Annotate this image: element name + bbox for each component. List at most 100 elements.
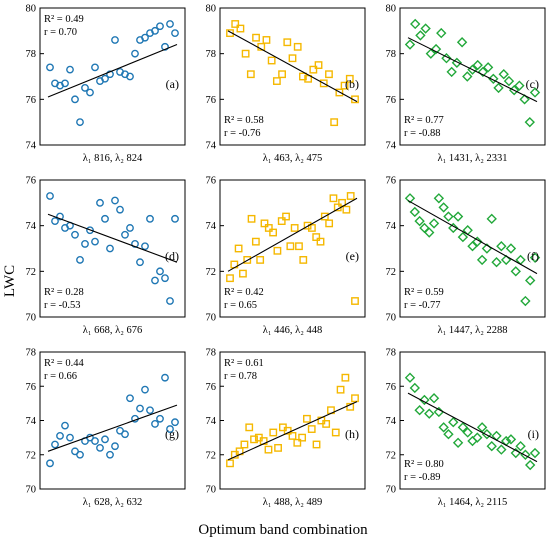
scatter-panel: 70 72 74 76 R² = 0.42 r = 0.65 (e) λ₁ 446, λ₂ 4… — [206, 176, 366, 336]
data-point — [438, 202, 449, 213]
panel-label: (d) — [165, 249, 179, 263]
r-squared-label: R² = 0.59 — [404, 287, 444, 298]
data-point — [303, 414, 311, 423]
data-point — [338, 198, 346, 207]
data-point — [231, 20, 240, 28]
y-tick-label: 74 — [206, 416, 217, 427]
data-point — [262, 36, 271, 44]
data-point — [161, 274, 169, 283]
y-tick-label: 76 — [26, 95, 37, 106]
panel-label: (h) — [345, 427, 359, 441]
trend-line — [407, 392, 538, 463]
data-point — [267, 56, 276, 65]
data-point — [81, 240, 89, 248]
data-point — [111, 196, 119, 205]
data-point — [414, 215, 425, 227]
data-point — [520, 295, 531, 307]
data-point — [448, 222, 459, 234]
data-point — [272, 77, 281, 85]
y-tick-label: 74 — [26, 221, 37, 232]
data-point — [250, 435, 258, 444]
data-point — [241, 49, 250, 58]
data-point — [428, 393, 440, 404]
data-point — [111, 36, 119, 44]
data-point — [56, 212, 64, 221]
panel-label: (e) — [346, 249, 359, 263]
band-combination-caption: λ₁ 488, λ₂ 489 — [263, 497, 323, 508]
data-point — [456, 37, 468, 48]
panel-label: (a) — [166, 77, 179, 91]
y-tick-label: 78 — [206, 49, 217, 60]
data-point — [441, 53, 452, 64]
data-point — [146, 214, 154, 223]
trend-line — [227, 401, 358, 461]
data-point — [446, 66, 457, 78]
r-label: r = 0.78 — [224, 371, 257, 382]
data-point — [106, 450, 114, 459]
data-point — [96, 443, 104, 452]
data-point — [510, 266, 521, 277]
y-tick-label: 74 — [206, 221, 217, 232]
data-point — [515, 440, 526, 452]
data-point — [351, 297, 359, 305]
data-point — [476, 422, 488, 433]
y-tick-label: 78 — [26, 348, 37, 359]
data-point — [451, 57, 463, 68]
data-point — [304, 74, 313, 83]
data-point — [264, 445, 273, 454]
data-point — [121, 430, 129, 439]
data-point — [462, 71, 473, 82]
data-point — [312, 440, 321, 449]
data-point — [81, 84, 89, 92]
y-tick-label: 76 — [26, 176, 37, 187]
data-point — [101, 74, 109, 83]
data-point — [457, 422, 469, 433]
data-point — [505, 434, 517, 445]
data-point — [91, 237, 99, 246]
r-squared-label: R² = 0.42 — [224, 287, 264, 298]
data-point — [414, 405, 425, 416]
y-tick-label: 70 — [206, 313, 217, 324]
data-point — [240, 440, 249, 449]
data-point — [51, 217, 59, 226]
y-tick-label: 70 — [26, 313, 37, 324]
data-point — [351, 394, 359, 403]
scatter-panel: 74 76 78 80 R² = 0.77 r = -0.88 (c) λ₁ 1431, λ₂… — [386, 4, 546, 164]
r-label: r = -0.89 — [404, 472, 441, 483]
data-point — [171, 214, 179, 223]
band-combination-caption: λ₁ 816, λ₂ 824 — [83, 153, 143, 164]
data-point — [121, 230, 129, 239]
band-combination-caption: λ₁ 628, λ₂ 632 — [83, 497, 143, 508]
y-tick-label: 76 — [206, 382, 217, 393]
data-point — [141, 385, 149, 394]
data-point — [156, 267, 164, 276]
data-point — [86, 88, 94, 97]
r-squared-label: R² = 0.77 — [404, 115, 444, 126]
y-tick-label: 78 — [206, 348, 217, 359]
data-point — [529, 87, 541, 98]
plot-frame — [219, 7, 366, 146]
data-point — [51, 440, 59, 449]
data-point — [319, 79, 328, 88]
data-point — [309, 65, 318, 74]
data-point — [161, 42, 169, 51]
y-tick-label: 72 — [386, 450, 397, 461]
y-tick-label: 70 — [386, 485, 397, 496]
data-point — [438, 422, 449, 433]
data-point — [340, 81, 349, 90]
data-point — [151, 276, 159, 285]
data-point — [269, 228, 278, 237]
data-point — [404, 372, 416, 383]
data-point — [96, 198, 104, 207]
data-point — [486, 440, 497, 452]
scatter-panel: 74 76 78 80 R² = 0.58 r = -0.76 (b) λ₁ 463, λ₂ … — [206, 4, 366, 164]
data-point — [131, 49, 139, 58]
scatter-panel: 70 72 74 76 78 R² = 0.44 r = 0.66 (g) λ₁ 628, λ₂… — [26, 348, 186, 508]
r-label: r = -0.77 — [404, 300, 441, 311]
panel-label: (c) — [526, 77, 539, 91]
data-point — [136, 404, 144, 413]
r-squared-label: R² = 0.61 — [224, 358, 264, 369]
data-point — [288, 54, 297, 63]
data-point — [76, 118, 84, 127]
